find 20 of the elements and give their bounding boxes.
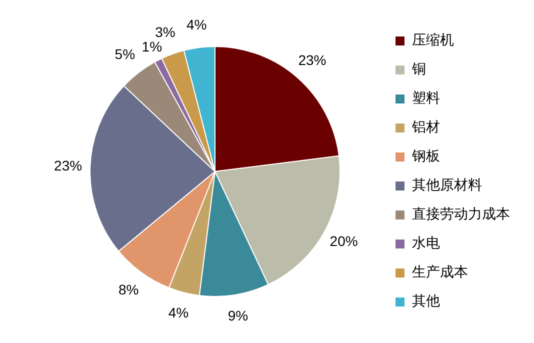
legend-label: 铝材 bbox=[411, 120, 440, 136]
data-label: 9% bbox=[228, 308, 248, 324]
legend-label: 塑料 bbox=[412, 90, 440, 107]
data-label: 8% bbox=[118, 281, 139, 298]
data-label: 20% bbox=[330, 233, 358, 250]
legend-label: 压缩机 bbox=[412, 32, 454, 49]
data-label: 23% bbox=[54, 158, 82, 174]
data-label: 4% bbox=[168, 304, 189, 321]
legend-label: 钢板 bbox=[411, 148, 440, 165]
legend-label: 水电 bbox=[412, 236, 440, 252]
legend-label: 生产成本 bbox=[412, 264, 468, 281]
legend-label: 其他 bbox=[412, 294, 440, 310]
data-label: 23% bbox=[298, 52, 326, 68]
data-label: 4% bbox=[186, 16, 207, 33]
data-label: 3% bbox=[155, 24, 176, 40]
legend-label: 直接劳动力成本 bbox=[412, 206, 510, 223]
data-label: 1% bbox=[142, 38, 162, 55]
legend-label: 铜 bbox=[411, 62, 426, 78]
data-label: 5% bbox=[114, 46, 136, 62]
legend-label: 其他原材料 bbox=[412, 178, 482, 194]
